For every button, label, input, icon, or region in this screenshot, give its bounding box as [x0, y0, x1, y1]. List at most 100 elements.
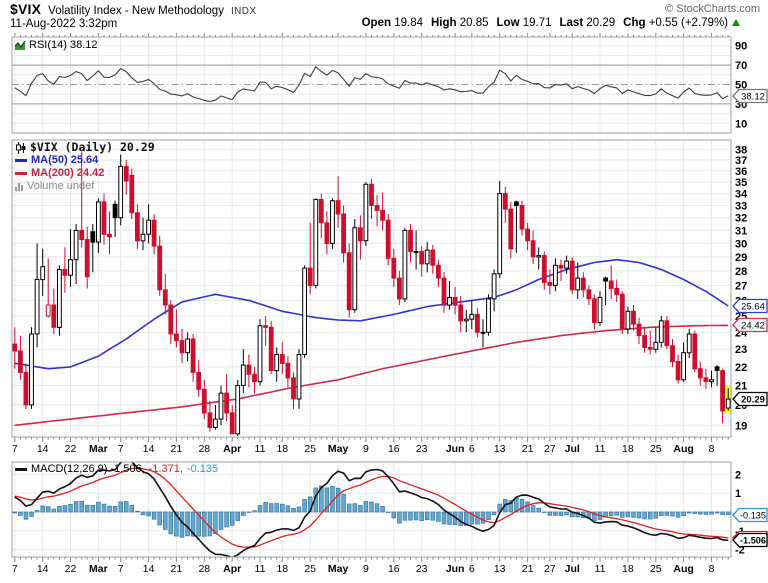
- svg-text:36: 36: [735, 166, 747, 178]
- symbol: $VIX: [10, 1, 42, 17]
- svg-text:13: 13: [494, 563, 506, 575]
- svg-text:Mar: Mar: [89, 443, 108, 455]
- svg-text:7: 7: [12, 563, 18, 575]
- chart-header: $VIX Volatility Index - New Methodology …: [10, 1, 256, 17]
- svg-text:11: 11: [595, 443, 606, 455]
- svg-text:22: 22: [65, 563, 77, 575]
- svg-text:May: May: [328, 443, 349, 455]
- svg-text:34: 34: [735, 189, 748, 201]
- svg-text:14: 14: [37, 443, 49, 455]
- volume-label: Volume undef: [27, 180, 95, 192]
- svg-text:21: 21: [171, 563, 183, 575]
- svg-text:11: 11: [255, 563, 266, 575]
- svg-text:10: 10: [735, 118, 747, 130]
- indicator-sparkline-icon: [15, 40, 26, 50]
- low-label: Low: [496, 17, 520, 29]
- svg-text:Jun: Jun: [446, 563, 465, 575]
- svg-text:27: 27: [544, 443, 556, 455]
- macd-label: MACD(12,26,9) -1.506,: [31, 463, 145, 475]
- svg-text:22: 22: [735, 362, 747, 374]
- svg-text:7: 7: [118, 443, 124, 455]
- svg-text:Jul: Jul: [565, 563, 580, 575]
- macd-legend: MACD(12,26,9) -1.506, -1.371, -0.135: [15, 463, 218, 475]
- symbol-legend-label: $VIX (Daily) 20.29: [30, 140, 155, 154]
- ma200-line-swatch: [15, 172, 27, 175]
- rsi-label: RSI(14) 38.12: [29, 39, 98, 51]
- exchange-tag: INDX: [230, 6, 257, 17]
- open-value: 19.84: [394, 17, 423, 29]
- copyright-link[interactable]: © StockCharts.com: [665, 3, 760, 15]
- svg-text:Apr: Apr: [223, 563, 241, 575]
- svg-text:-1.506: -1.506: [740, 536, 766, 547]
- chart-title: Volatility Index - New Methodology: [48, 5, 224, 17]
- quote-strip: Open 19.84 High 20.85 Low 19.71 Last 20.29 C…: [354, 17, 740, 29]
- svg-text:-2: -2: [735, 545, 745, 557]
- svg-text:20.29: 20.29: [741, 395, 765, 406]
- svg-text:27: 27: [735, 280, 747, 292]
- svg-text:25: 25: [650, 563, 662, 575]
- svg-text:25.64: 25.64: [741, 302, 765, 313]
- svg-text:24.42: 24.42: [741, 321, 765, 332]
- svg-text:31: 31: [735, 225, 747, 237]
- svg-text:29: 29: [735, 252, 747, 264]
- chg-value: +0.55 (+2.79%): [648, 17, 728, 29]
- svg-text:18: 18: [276, 443, 288, 455]
- svg-text:8: 8: [709, 443, 715, 455]
- ma200-label: MA(200) 24.42: [31, 167, 105, 179]
- svg-text:13: 13: [494, 443, 506, 455]
- price-tag-box: [732, 532, 768, 548]
- svg-text:50: 50: [735, 80, 747, 92]
- svg-text:9: 9: [363, 563, 369, 575]
- svg-text:25: 25: [650, 443, 662, 455]
- svg-text:Jul: Jul: [565, 443, 580, 455]
- svg-text:21: 21: [735, 380, 747, 392]
- svg-text:11: 11: [255, 443, 266, 455]
- svg-text:28: 28: [198, 563, 210, 575]
- svg-text:70: 70: [735, 60, 747, 72]
- rsi-panel-border: [11, 36, 732, 134]
- svg-text:7: 7: [118, 563, 124, 575]
- volume-icon: [15, 182, 23, 191]
- svg-text:Aug: Aug: [673, 443, 693, 455]
- macd-histogram: [12, 485, 731, 538]
- last-label: Last: [559, 17, 584, 29]
- svg-text:6: 6: [469, 563, 475, 575]
- svg-text:14: 14: [37, 563, 49, 575]
- macd-line-swatch: [15, 467, 27, 471]
- price-tag-box: [732, 317, 768, 333]
- svg-text:28: 28: [198, 443, 210, 455]
- candlestick-icon: [16, 141, 26, 154]
- timestamp: 11-Aug-2022 3:32pm: [10, 18, 118, 30]
- svg-text:11: 11: [595, 563, 606, 575]
- svg-text:Mar: Mar: [89, 563, 108, 575]
- last-value: 20.29: [586, 17, 616, 29]
- svg-text:9: 9: [363, 443, 369, 455]
- price-tag-box: [732, 298, 768, 314]
- main-panel-border: [11, 139, 732, 438]
- svg-text:Apr: Apr: [223, 443, 241, 455]
- svg-text:21: 21: [522, 443, 534, 455]
- open-label: Open: [361, 17, 391, 29]
- price-tag-box: [732, 391, 768, 407]
- svg-text:23: 23: [416, 563, 428, 575]
- price-tag-box: [732, 88, 768, 104]
- y-axis-labels: 1920212223242526272829303132333435363738…: [735, 41, 748, 557]
- svg-text:35: 35: [735, 177, 747, 189]
- change-up-icon: [732, 19, 740, 26]
- svg-text:7: 7: [12, 443, 18, 455]
- ma50-label: MA(50) 25.64: [31, 154, 99, 166]
- chg-label: Chg: [623, 17, 646, 29]
- svg-text:21: 21: [522, 563, 534, 575]
- svg-text:18: 18: [622, 563, 634, 575]
- svg-text:18: 18: [622, 443, 634, 455]
- svg-text:33: 33: [735, 200, 747, 212]
- svg-text:25: 25: [304, 443, 316, 455]
- svg-text:2: 2: [735, 469, 741, 481]
- high-value: 20.85: [459, 17, 489, 29]
- svg-text:May: May: [328, 563, 349, 575]
- svg-text:1: 1: [735, 488, 741, 500]
- svg-text:37: 37: [735, 155, 747, 167]
- price-tag-box: [732, 507, 768, 523]
- svg-text:19: 19: [735, 420, 747, 432]
